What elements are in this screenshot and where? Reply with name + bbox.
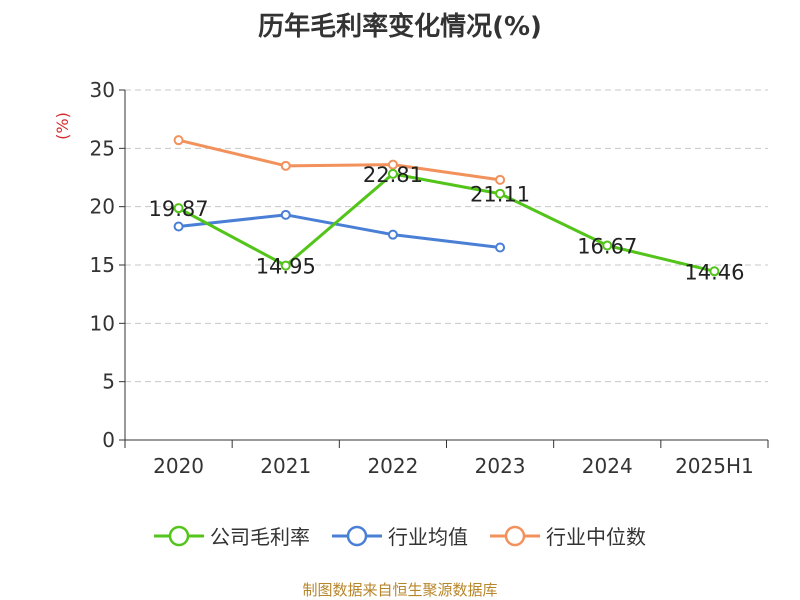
source-note: 制图数据来自恒生聚源数据库 [302, 581, 498, 599]
y-tick-label: 20 [90, 195, 115, 219]
legend-item[interactable]: 公司毛利率 [154, 521, 310, 550]
data-point [280, 209, 291, 220]
data-point [602, 240, 613, 251]
data-label: 14.95 [256, 255, 316, 279]
y-tick-label: 0 [102, 428, 115, 452]
legend-label: 行业均值 [388, 525, 468, 549]
y-tick-label: 30 [90, 78, 115, 102]
data-label: 21.11 [470, 183, 530, 207]
data-point [173, 203, 184, 214]
data-point [495, 188, 506, 199]
y-tick-label: 15 [90, 253, 115, 277]
x-tick-label: 2020 [153, 454, 204, 478]
x-tick-label: 2023 [475, 454, 526, 478]
x-tick-label: 2025H1 [675, 454, 754, 478]
data-point [387, 229, 398, 240]
y-tick-label: 5 [102, 370, 115, 394]
series-line [178, 138, 501, 182]
series-0 [173, 168, 720, 277]
legend-item[interactable]: 行业均值 [332, 521, 468, 550]
data-point [495, 174, 506, 185]
data-label: 14.46 [684, 260, 744, 284]
data-label: 16.67 [577, 235, 637, 259]
x-tick-label: 2024 [582, 454, 633, 478]
series-line [178, 213, 501, 249]
data-label: 19.87 [149, 197, 209, 221]
legend-marker-icon [154, 525, 204, 546]
data-point [495, 242, 506, 253]
series-2 [173, 135, 506, 185]
legend-label: 公司毛利率 [210, 525, 310, 549]
data-point [173, 135, 184, 146]
x-tick-label: 2021 [260, 454, 311, 478]
legend: 公司毛利率 行业均值 行业中位数 [0, 521, 800, 550]
x-tick-label: 2022 [367, 454, 418, 478]
legend-marker-icon [490, 525, 540, 546]
legend-item[interactable]: 行业中位数 [490, 521, 646, 550]
data-point [709, 266, 720, 277]
chart-title: 历年毛利率变化情况(%) [258, 12, 542, 42]
y-tick-label: 10 [90, 311, 115, 335]
series-1 [173, 209, 506, 253]
data-point [280, 260, 291, 271]
series-line [177, 172, 715, 273]
legend-marker-icon [332, 525, 382, 546]
data-point [387, 159, 398, 170]
legend-label: 行业中位数 [546, 525, 646, 549]
data-point [173, 221, 184, 232]
y-axis-label: (%) [53, 112, 72, 140]
y-tick-label: 25 [90, 136, 115, 160]
data-label: 22.81 [363, 163, 423, 187]
data-point [280, 160, 291, 171]
data-point [387, 168, 398, 179]
